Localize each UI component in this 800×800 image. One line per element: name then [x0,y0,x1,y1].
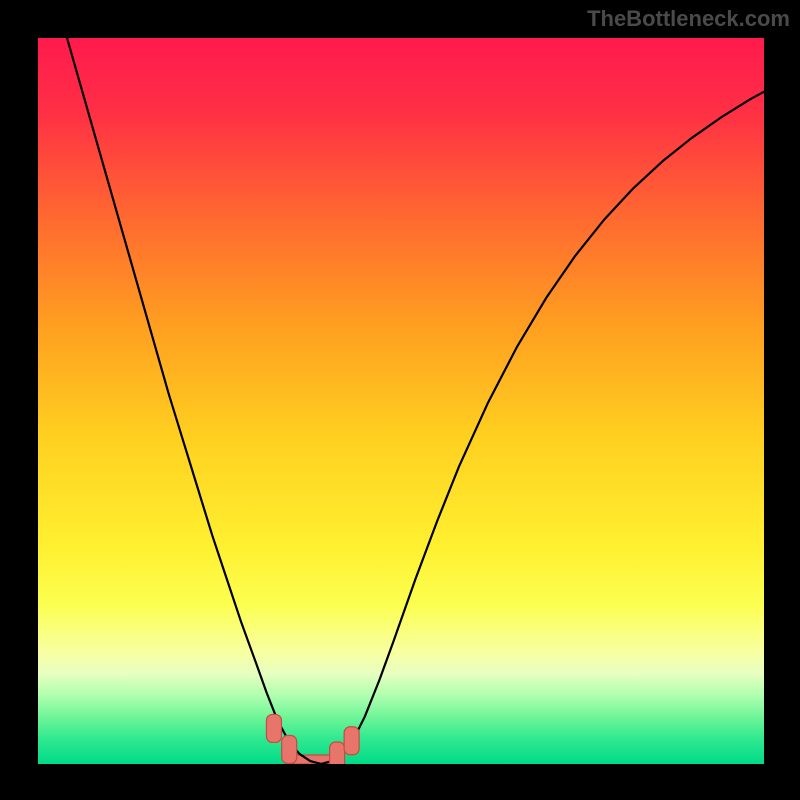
watermark-text: TheBottleneck.com [587,6,790,32]
curve-marker [282,735,297,763]
curve-marker [266,714,281,742]
curve-marker [344,727,359,755]
plot-area [38,38,764,764]
chart-svg [38,38,764,764]
gradient-background [38,38,764,764]
curve-marker [330,742,345,764]
